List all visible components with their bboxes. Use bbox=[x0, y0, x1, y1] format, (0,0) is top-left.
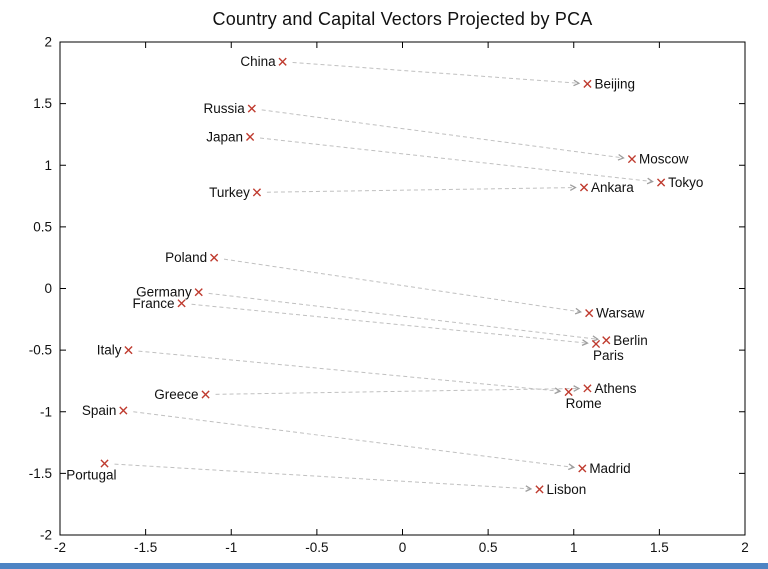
capital-label: Athens bbox=[594, 381, 636, 396]
capital-label: Moscow bbox=[639, 152, 689, 167]
y-tick-label: -0.5 bbox=[29, 343, 52, 358]
country-to-capital-arrow bbox=[133, 411, 576, 471]
country-label: China bbox=[240, 54, 276, 69]
country-to-capital-arrow bbox=[138, 350, 562, 395]
country-label: Spain bbox=[82, 403, 117, 418]
country-label: Turkey bbox=[209, 185, 250, 200]
country-to-capital-arrow bbox=[292, 61, 581, 87]
capital-label: Rome bbox=[566, 396, 602, 411]
y-tick-label: 2 bbox=[44, 35, 52, 50]
capital-label: Paris bbox=[593, 348, 624, 363]
x-tick-label: -1 bbox=[225, 540, 237, 555]
x-tick-label: 1.5 bbox=[650, 540, 669, 555]
country-label: Russia bbox=[204, 101, 246, 116]
capital-marker bbox=[583, 384, 592, 393]
country-to-capital-arrow bbox=[261, 109, 625, 161]
x-tick-label: -0.5 bbox=[305, 540, 328, 555]
capital-label: Berlin bbox=[613, 333, 648, 348]
capital-label: Lisbon bbox=[547, 482, 587, 497]
country-marker bbox=[245, 132, 255, 141]
country-marker bbox=[100, 459, 109, 468]
x-tick-label: 0.5 bbox=[479, 540, 498, 555]
country-marker bbox=[177, 299, 186, 308]
capital-marker bbox=[627, 154, 637, 164]
country-label: Germany bbox=[136, 285, 192, 300]
capital-marker bbox=[564, 387, 573, 397]
y-tick-label: 1 bbox=[44, 158, 52, 173]
country-label: Greece bbox=[154, 387, 198, 402]
country-label: Japan bbox=[206, 129, 243, 144]
capital-label: Beijing bbox=[594, 76, 635, 91]
country-marker bbox=[252, 188, 262, 197]
country-to-capital-arrow bbox=[266, 184, 577, 193]
y-tick-label: 0 bbox=[44, 281, 52, 296]
y-tick-label: -1.5 bbox=[29, 466, 52, 481]
x-tick-label: -2 bbox=[54, 540, 66, 555]
country-label: Portugal bbox=[66, 468, 116, 483]
capital-marker bbox=[585, 309, 594, 318]
country-label: Poland bbox=[165, 250, 207, 265]
y-tick-label: 0.5 bbox=[33, 219, 52, 234]
country-label: France bbox=[133, 296, 175, 311]
country-marker bbox=[278, 57, 287, 66]
country-to-capital-arrow bbox=[215, 385, 581, 395]
country-label: Italy bbox=[97, 343, 122, 358]
country-to-capital-arrow bbox=[259, 137, 654, 185]
y-tick-label: -1 bbox=[40, 404, 52, 419]
capital-label: Ankara bbox=[591, 180, 634, 195]
capital-label: Madrid bbox=[589, 461, 630, 476]
country-marker bbox=[247, 104, 256, 113]
capital-marker bbox=[583, 79, 592, 88]
capital-marker bbox=[579, 183, 589, 192]
country-marker bbox=[201, 390, 210, 399]
country-to-capital-arrow bbox=[114, 463, 533, 492]
x-tick-label: 2 bbox=[741, 540, 749, 555]
x-tick-label: 1 bbox=[570, 540, 578, 555]
country-marker bbox=[124, 346, 133, 355]
capital-marker bbox=[591, 339, 601, 349]
country-to-capital-arrow bbox=[191, 303, 589, 346]
capital-label: Tokyo bbox=[668, 175, 703, 190]
capital-marker bbox=[656, 178, 666, 187]
country-to-capital-arrow bbox=[223, 258, 582, 315]
capital-marker bbox=[535, 485, 544, 494]
capital-marker bbox=[578, 464, 587, 473]
x-tick-label: 0 bbox=[399, 540, 407, 555]
chart-title: Country and Capital Vectors Projected by… bbox=[212, 9, 593, 29]
y-tick-label: -2 bbox=[40, 528, 52, 543]
capital-label: Warsaw bbox=[596, 306, 645, 321]
capital-marker bbox=[602, 336, 611, 345]
y-tick-label: 1.5 bbox=[33, 96, 52, 111]
country-to-capital-arrow bbox=[208, 292, 600, 343]
country-marker bbox=[210, 253, 219, 262]
country-marker bbox=[194, 288, 203, 297]
video-progress-bar[interactable] bbox=[0, 563, 768, 569]
country-marker bbox=[119, 406, 128, 415]
x-tick-label: -1.5 bbox=[134, 540, 157, 555]
